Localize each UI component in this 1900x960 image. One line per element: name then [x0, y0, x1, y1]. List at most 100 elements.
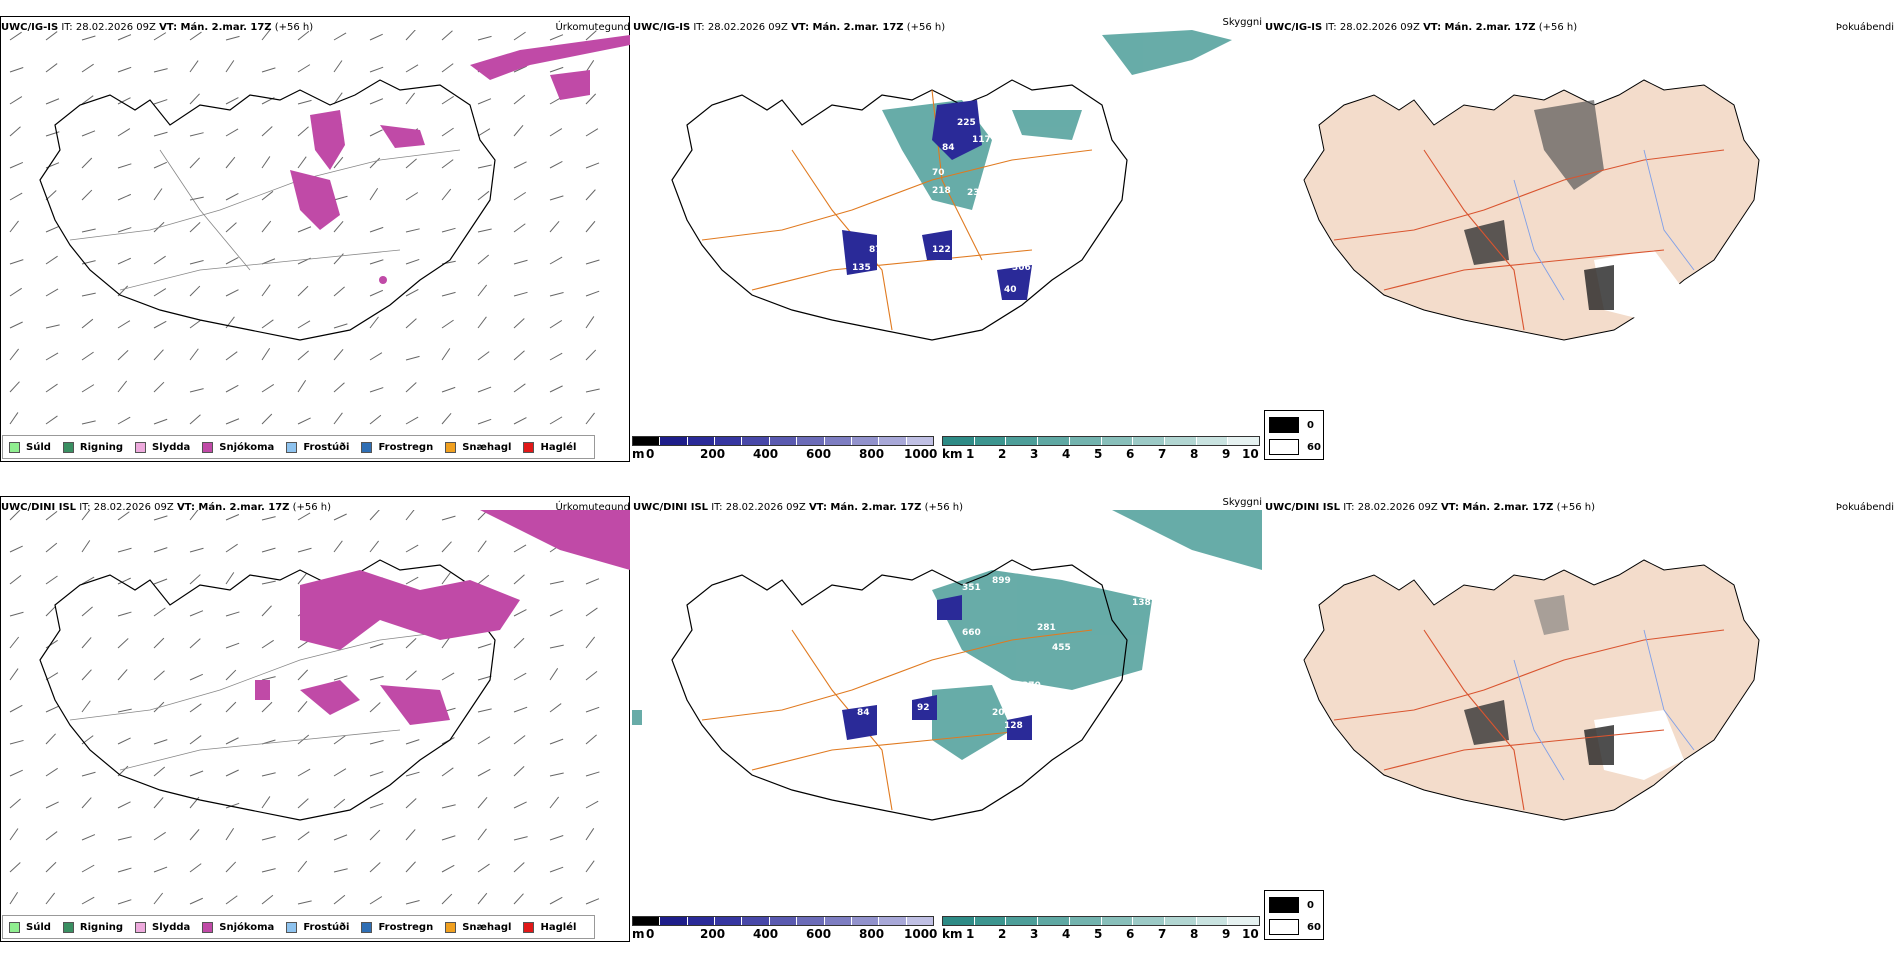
- wind-barb: [441, 291, 456, 297]
- iceland-map[interactable]: 225 117 84 70 237 218 87 122 135 306 40 …: [632, 30, 1262, 435]
- fog-legend: 0 60: [1264, 410, 1324, 460]
- colorbar-step: [660, 917, 688, 925]
- snow-areas: [255, 510, 630, 725]
- legend-item: Haglél: [523, 921, 576, 933]
- wind-barb: [333, 323, 348, 329]
- wind-barb: [189, 348, 199, 361]
- wind-barb: [9, 862, 21, 873]
- svg-text:203: 203: [992, 708, 1011, 718]
- wind-barb: [153, 161, 168, 169]
- panel-header: UWC/IG-IS IT: 28.02.2026 09Z VT: Mán. 2.…: [633, 22, 946, 33]
- wind-barb: [513, 609, 527, 617]
- wind-barb: [81, 157, 93, 169]
- colorbar-step: [797, 917, 825, 925]
- wind-barb: [297, 512, 311, 521]
- wind-barb: [153, 866, 168, 873]
- colorbar-step: [1006, 917, 1039, 925]
- wind-barb: [261, 639, 274, 649]
- wind-barb: [117, 320, 131, 329]
- wind-barb: [333, 349, 344, 361]
- wind-barb: [45, 255, 58, 265]
- wind-barb: [333, 60, 343, 73]
- wind-barb: [153, 515, 168, 521]
- wind-barb: [225, 543, 238, 553]
- wind-barb: [333, 253, 344, 265]
- svg-text:375: 375: [1087, 131, 1106, 141]
- wind-barb: [261, 30, 271, 41]
- colorbar-step: [974, 917, 1007, 925]
- wind-barb: [189, 319, 202, 329]
- wind-barb: [477, 98, 492, 105]
- wind-barb: [45, 352, 59, 361]
- svg-text:70: 70: [932, 168, 945, 178]
- wind-barb: [333, 675, 348, 681]
- wind-barb: [549, 66, 564, 73]
- iceland-outline: [39, 79, 496, 341]
- wind-barb: [117, 349, 129, 361]
- colorbar-step: [769, 917, 798, 925]
- panel-fog-indicator-igis: UWC/IG-IS IT: 28.02.2026 09Z VT: Mán. 2.…: [1264, 0, 1896, 480]
- wind-barb: [81, 896, 95, 905]
- wind-barb: [369, 352, 383, 361]
- svg-text:660: 660: [962, 628, 981, 638]
- wind-barb: [333, 798, 346, 809]
- roads: [1333, 629, 1725, 811]
- iceland-map[interactable]: 351 899 660 281 455 370 92 203 128 118 8…: [632, 510, 1262, 915]
- wind-barb: [441, 767, 454, 777]
- wind-barb: [225, 257, 239, 265]
- legend-item: Snæhagl: [445, 921, 511, 933]
- wind-barb: [225, 156, 236, 169]
- wind-barb: [333, 195, 348, 201]
- wind-barb: [513, 31, 526, 41]
- wind-barb: [513, 862, 525, 873]
- colorbar-step: [1101, 437, 1134, 445]
- panel-visibility-dini: UWC/DINI ISL IT: 28.02.2026 09Z VT: Mán.…: [632, 480, 1264, 960]
- colorbar-step: [797, 437, 825, 445]
- wind-barb: [261, 516, 276, 521]
- wind-barb: [333, 540, 343, 553]
- colorbar-step: [742, 917, 770, 925]
- iceland-map[interactable]: [0, 30, 630, 435]
- wind-barb: [369, 259, 384, 265]
- visibility-areas: [882, 30, 1232, 210]
- wind-barb: [117, 257, 131, 265]
- iceland-map[interactable]: [1264, 30, 1894, 435]
- wind-barb: [297, 320, 311, 329]
- colorbar-step: [1101, 917, 1134, 925]
- visibility-colorbar: km 1 2 3 4 5 6 7 8 9 10: [942, 916, 1260, 942]
- wind-barb: [585, 220, 596, 233]
- wind-barb: [9, 510, 21, 521]
- wind-barb: [153, 188, 163, 201]
- wind-barb: [261, 156, 271, 169]
- wind-barb: [45, 605, 57, 617]
- wind-barb: [369, 740, 384, 745]
- iceland-map[interactable]: [0, 510, 630, 915]
- wind-barb: [441, 386, 456, 393]
- wind-barb: [441, 636, 451, 649]
- wind-barb: [225, 802, 240, 809]
- wind-barb: [153, 797, 164, 809]
- wind-barb: [549, 128, 563, 137]
- wind-barb: [45, 639, 58, 649]
- colorbar-step: [879, 917, 907, 925]
- iceland-map[interactable]: [1264, 510, 1894, 915]
- wind-barb: [153, 831, 166, 841]
- roads: [69, 629, 461, 771]
- ceiling-colorbar: m 0 200 400 600 800 1000: [632, 436, 937, 462]
- wind-barb: [297, 768, 311, 777]
- wind-barb: [513, 417, 527, 425]
- wind-barb: [405, 355, 420, 361]
- wind-barb: [81, 864, 95, 873]
- wind-barb: [297, 156, 307, 169]
- wind-barb: [585, 860, 595, 873]
- wind-barb: [477, 828, 487, 841]
- wind-barb: [153, 670, 165, 681]
- colorbar-step: [851, 437, 880, 445]
- colorbar-step: [1133, 437, 1165, 445]
- wind-barb: [513, 65, 527, 73]
- wind-barb: [477, 386, 492, 393]
- wind-barb: [441, 541, 452, 553]
- wind-barb: [189, 260, 204, 265]
- wind-barb: [369, 540, 379, 553]
- legend-item: Snjókoma: [202, 921, 274, 933]
